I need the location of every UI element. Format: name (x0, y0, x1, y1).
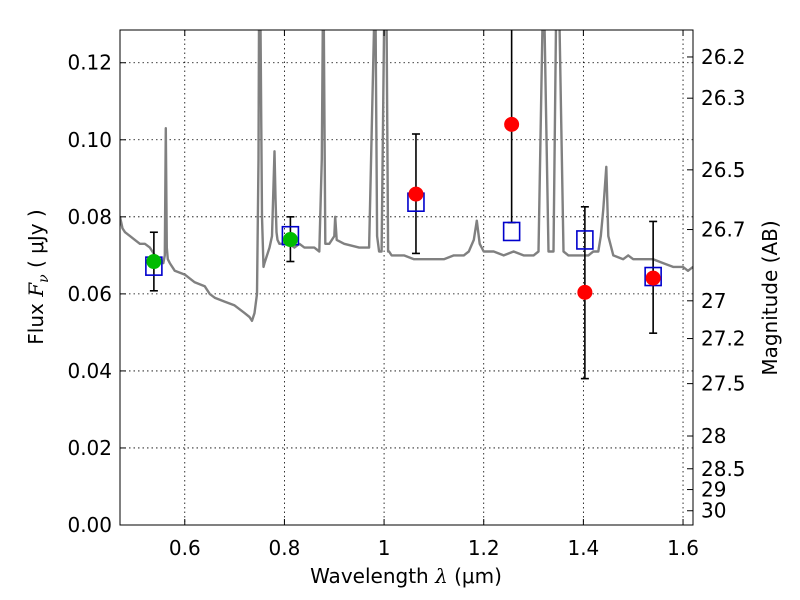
y-axis-label-prefix: Flux (24, 297, 48, 345)
y2-tick-label: 29 (701, 478, 726, 502)
y-tick-label: 0.06 (67, 282, 112, 306)
x-axis-label-unit: (μm) (448, 564, 502, 588)
observed-nir-point (504, 116, 520, 132)
x-tick-label: 1.4 (567, 536, 599, 560)
marker-layer (145, 30, 662, 380)
data-layer (120, 30, 693, 322)
model-bandpass-point (576, 230, 594, 250)
x-axis-label: Wavelength λ (μm) (310, 564, 502, 588)
y-tick-label: 0.10 (67, 128, 112, 152)
model-spectrum-line (120, 30, 693, 322)
y-tick-label: 0.04 (67, 359, 112, 383)
observed-optical-point (282, 232, 298, 248)
axis-layer: 0.6 0.8 1 1.2 1.4 1.6 0.00 0.02 0.04 0.06 0.08 0.10… (67, 30, 746, 560)
observed-nir-point (645, 270, 661, 286)
y2-tick-label: 27.2 (701, 327, 746, 351)
x-tick-label: 1 (378, 536, 391, 560)
x-tick-label: 1.6 (667, 536, 699, 560)
x-tick-label: 1.2 (468, 536, 500, 560)
y2-tick-label: 26.7 (701, 218, 746, 242)
x-axis-label-prefix: Wavelength (310, 564, 435, 588)
y2-tick-label: 30 (701, 499, 726, 523)
y-tick-label: 0.00 (67, 513, 112, 537)
observed-nir-point (408, 186, 424, 202)
y-tick-label: 0.12 (67, 51, 112, 75)
x-tick-label: 0.8 (269, 536, 301, 560)
y-axis-label-sub: ν (36, 274, 52, 283)
observed-optical-point (146, 254, 162, 270)
y2-tick-label: 28 (701, 424, 726, 448)
y-axis-label: Flux Fν ( μJy ) (24, 209, 52, 344)
y-axis-label-symbol: F (24, 282, 48, 298)
y-tick-label: 0.02 (67, 436, 112, 460)
plot-frame (119, 29, 694, 526)
y2-tick-label: 26.3 (701, 86, 746, 110)
y2-tick-label: 27 (701, 289, 726, 313)
y2-tick-label: 28.5 (701, 457, 746, 481)
plot-background (120, 30, 693, 525)
y-axis-label-unit: ( μJy ) (24, 209, 48, 274)
x-axis-label-symbol: λ (434, 564, 448, 588)
y2-axis-label: Magnitude (AB) (758, 220, 782, 375)
y2-tick-label: 27.5 (701, 372, 746, 396)
model-bandpass-point (502, 221, 521, 242)
y2-tick-label: 26.2 (701, 45, 746, 69)
observed-nir-point (577, 284, 593, 300)
y-tick-label: 0.08 (67, 205, 112, 229)
y2-tick-label: 26.5 (701, 158, 746, 182)
x-tick-label: 0.6 (169, 536, 201, 560)
